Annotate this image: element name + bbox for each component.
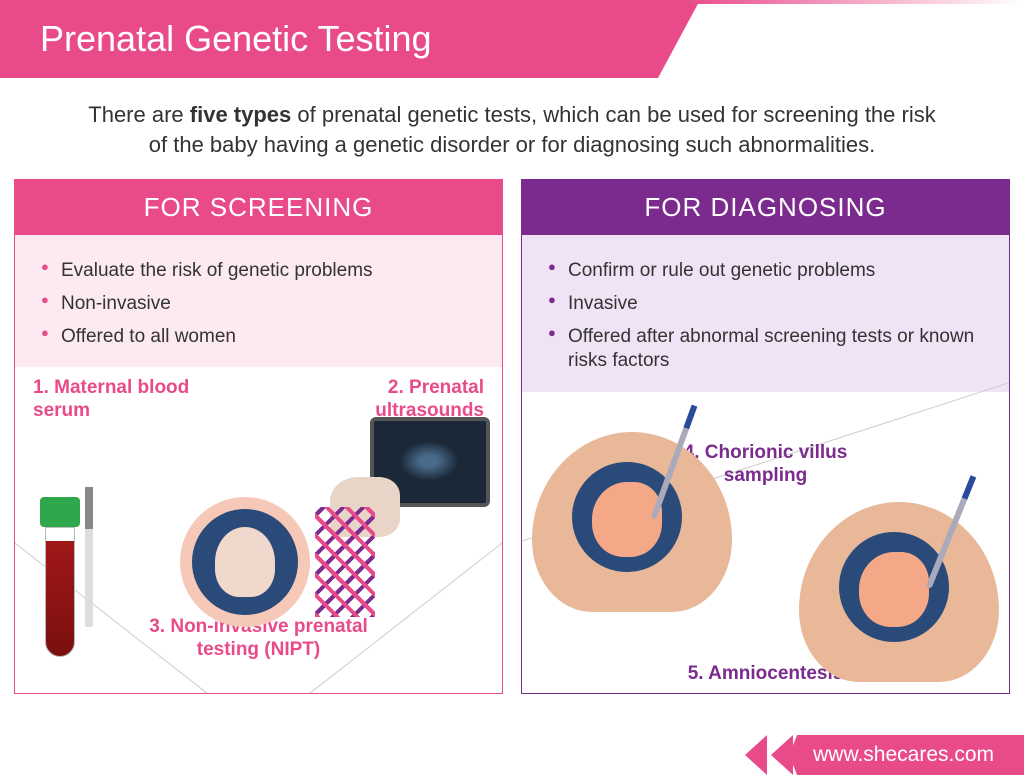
panel-screening: FOR SCREENING Evaluate the risk of genet… [14,179,503,694]
diagnosing-imagery: 4. Chorionic villus sampling 5. Amniocen… [522,392,1009,694]
test-label-2: 2. Prenatal ultrasounds [334,377,484,423]
intro-text: There are five types of prenatal genetic… [0,78,1024,179]
cvs-illustration-icon [532,432,732,612]
page-title: Prenatal Genetic Testing [0,0,700,78]
screening-imagery: 1. Maternal blood serum 2. Prenatal ultr… [15,367,502,677]
diagnosing-header: FOR DIAGNOSING [522,180,1009,235]
womb-nipt-icon [180,497,310,627]
diagnosing-bullet: Confirm or rule out genetic problems [548,255,983,288]
panel-row: FOR SCREENING Evaluate the risk of genet… [0,179,1024,694]
footer-url: www.shecares.com [789,735,1024,775]
intro-prefix: There are [88,102,190,127]
screening-header: FOR SCREENING [15,180,502,235]
footer: www.shecares.com [745,735,1024,775]
diagnosing-bullet: Invasive [548,288,983,321]
chevron-icon [745,735,767,775]
header: Prenatal Genetic Testing [0,0,1024,78]
screening-bullets: Evaluate the risk of genetic problems No… [15,235,502,367]
panel-diagnosing: FOR DIAGNOSING Confirm or rule out genet… [521,179,1010,694]
diagnosing-bullet: Offered after abnormal screening tests o… [548,321,983,378]
amnio-illustration-icon [799,502,999,682]
syringe-icon [85,487,93,627]
screening-bullet: Offered to all women [41,321,476,354]
screening-bullet: Evaluate the risk of genetic problems [41,255,476,288]
intro-bold: five types [190,102,292,127]
diagnosing-bullets: Confirm or rule out genetic problems Inv… [522,235,1009,392]
test-label-1: 1. Maternal blood serum [33,377,193,423]
header-accent [684,0,1024,4]
screening-bullet: Non-invasive [41,288,476,321]
dna-icon [315,507,375,617]
blood-tube-icon [45,497,75,657]
